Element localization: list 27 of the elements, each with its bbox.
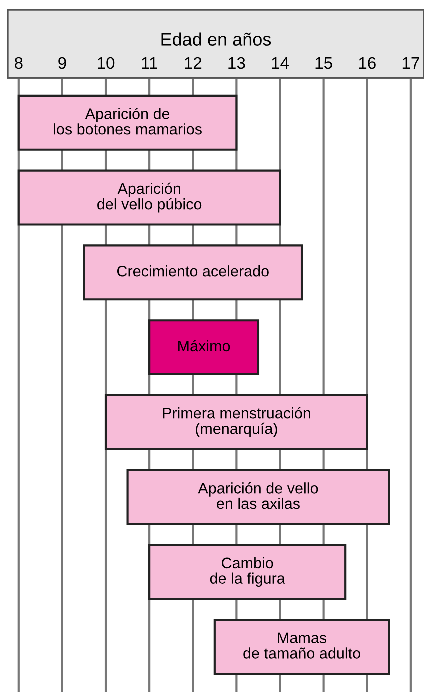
bar xyxy=(126,469,390,526)
y-tick-label: Crecimiento acelerado xyxy=(117,266,269,277)
bar xyxy=(148,544,347,600)
x-tick-label: 13 xyxy=(228,57,246,70)
x-tick-label: 14 xyxy=(272,58,290,69)
x-axis-title: Edad en años xyxy=(162,32,272,46)
bar xyxy=(148,320,260,376)
x-tick-label: 9 xyxy=(58,57,66,70)
y-tick-label: Cambio de la figura xyxy=(210,557,286,587)
y-tick-label: Aparición de los botones mamarios xyxy=(54,108,202,135)
x-tick-label: 12 xyxy=(185,57,202,69)
y-tick-label: Primera menstruación (menarquía) xyxy=(163,407,310,438)
bar xyxy=(104,394,368,450)
y-tick-label: Aparición del vello púbico xyxy=(98,182,202,213)
bar xyxy=(214,619,390,676)
bar xyxy=(18,170,282,226)
bar xyxy=(83,244,304,301)
x-tick-label: 8 xyxy=(14,57,23,70)
x-tick-label: 17 xyxy=(402,58,420,69)
x-tick-label: 11 xyxy=(142,58,158,69)
bar xyxy=(18,94,238,151)
y-tick-label: Máximo xyxy=(178,340,230,352)
x-tick-label: 15 xyxy=(316,58,332,70)
y-tick-label: Aparición de vello en las axilas xyxy=(198,482,318,510)
x-tick-label: 16 xyxy=(359,57,376,70)
y-tick-label: Mamas de tamaño adulto xyxy=(244,632,360,659)
x-tick-label: 10 xyxy=(98,57,115,70)
